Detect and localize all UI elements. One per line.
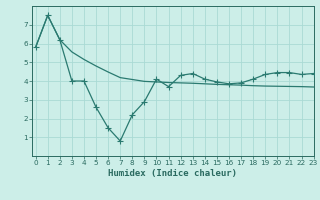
X-axis label: Humidex (Indice chaleur): Humidex (Indice chaleur) [108, 169, 237, 178]
